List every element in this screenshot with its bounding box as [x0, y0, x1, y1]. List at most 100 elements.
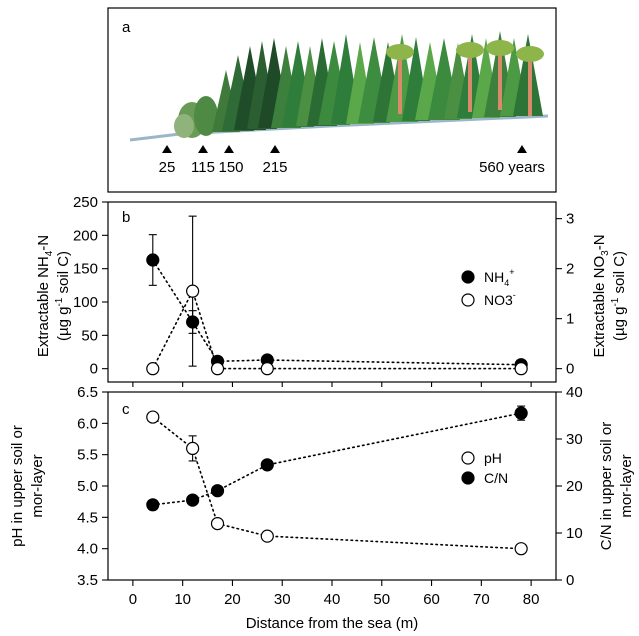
- panel-c-legend: pH C/N: [461, 450, 508, 486]
- age-arrow-icon: [198, 145, 208, 153]
- data-point-0-4: [514, 542, 528, 556]
- panel-c-left-label-line1: pH in upper soil or: [9, 425, 26, 547]
- right-tick-label: 40: [566, 384, 583, 401]
- age-label-115: 115: [191, 159, 215, 176]
- tree-crown: [386, 44, 414, 60]
- shrub-shape: [194, 96, 218, 136]
- legend-label-cn: C/N: [484, 470, 508, 486]
- panel-c-chart: c 3.5 4.0 4.5 5.0 5.5 6.0 6.5 0 10 20 30 40 0 10 20 3…: [9, 384, 635, 632]
- legend-marker-cn: [461, 471, 475, 485]
- panel-c-letter: c: [122, 401, 130, 418]
- panel-c-x-axis: 0 10 20 30 40 50 60 70 80: [129, 580, 540, 608]
- age-label-215: 215: [262, 159, 287, 176]
- legend-label-ph: pH: [484, 450, 502, 466]
- right-tick-label: 0: [566, 361, 574, 378]
- x-tick-label: 20: [224, 591, 241, 608]
- data-point-1-1: [186, 284, 200, 298]
- forest-illustration: [174, 31, 544, 138]
- panel-b-series-points: [146, 215, 528, 376]
- panel-c-right-label-line2: mor-layer: [618, 454, 635, 517]
- data-point-0-3: [260, 529, 274, 543]
- data-point-1-3: [260, 362, 274, 376]
- tree-trunk: [498, 48, 502, 110]
- legend-label-nh4: NH4+: [484, 267, 515, 288]
- panel-b-chart: b 0 50 100 150 200 250 0 1 2 3 Extractable NH4-N…: [35, 194, 628, 387]
- left-tick-label: 4.5: [77, 509, 98, 526]
- left-tick-label: 0: [90, 361, 98, 378]
- panel-c-left-label-line2: mor-layer: [29, 454, 46, 517]
- age-arrow-icon: [162, 145, 172, 153]
- panel-b-right-label-line1: Extractable NO3-N: [591, 234, 611, 357]
- data-point-1-2: [210, 484, 225, 498]
- panel-c-right-label-line1: C/N in upper soil or: [598, 422, 615, 550]
- x-tick-label: 10: [174, 591, 191, 608]
- data-point-1-4: [514, 362, 528, 376]
- tree-crown: [516, 46, 544, 62]
- left-tick-label: 100: [73, 294, 98, 311]
- tree-trunk: [528, 54, 532, 116]
- data-point-1-0: [146, 498, 160, 512]
- x-tick-label: 50: [373, 591, 390, 608]
- x-tick-label: 80: [523, 591, 540, 608]
- age-label-150: 150: [218, 159, 243, 176]
- left-tick-label: 250: [73, 194, 98, 211]
- right-tick-label: 1: [566, 311, 574, 328]
- x-axis-label: Distance from the sea (m): [246, 615, 419, 632]
- age-label-560: 560 years: [479, 159, 545, 176]
- panel-b-letter: b: [122, 209, 130, 226]
- age-arrow-icon: [517, 145, 527, 153]
- right-tick-label: 0: [566, 572, 574, 589]
- panel-c-left-axis: 3.5 4.0 4.5 5.0 5.5 6.0 6.5: [77, 384, 108, 589]
- panel-c-frame: [107, 391, 557, 581]
- right-tick-label: 30: [566, 431, 583, 448]
- x-tick-label: 70: [473, 591, 490, 608]
- left-tick-label: 6.5: [77, 384, 98, 401]
- panel-b-left-axis: 0 50 100 150 200 250: [73, 194, 532, 387]
- panel-c-right-axis: 0 10 20 30 40: [556, 384, 583, 589]
- panel-a: a 25 115 150 215 560 years: [107, 7, 557, 193]
- data-point-1-1: [186, 493, 200, 507]
- right-tick-label: 20: [566, 478, 583, 495]
- tree-crown: [456, 42, 484, 58]
- age-arrow-icon: [224, 145, 234, 153]
- left-tick-label: 3.5: [77, 572, 98, 589]
- panel-b-left-label-line1: Extractable NH4-N: [35, 235, 55, 357]
- left-tick-label: 150: [73, 261, 98, 278]
- left-tick-label: 200: [73, 227, 98, 244]
- left-tick-label: 4.0: [77, 541, 98, 558]
- data-point-1-4: [514, 406, 528, 420]
- left-tick-label: 5.5: [77, 447, 98, 464]
- data-point-0-0: [146, 410, 160, 424]
- legend-marker-no3: [461, 293, 475, 307]
- right-tick-label: 10: [566, 525, 583, 542]
- legend-marker-ph: [461, 451, 475, 465]
- x-tick-label: 0: [129, 591, 137, 608]
- shrub-shape: [174, 114, 194, 138]
- x-tick-label: 40: [324, 591, 341, 608]
- panel-b-left-label-line2: (µg g-1 soil C): [54, 251, 72, 341]
- age-label-25: 25: [159, 159, 176, 176]
- x-tick-label: 30: [274, 591, 291, 608]
- left-tick-label: 50: [81, 327, 98, 344]
- panel-c-series-points: [146, 405, 528, 556]
- tree-trunk: [468, 50, 472, 112]
- panel-a-letter: a: [122, 19, 131, 36]
- legend-marker-nh4: [461, 270, 475, 284]
- data-point-1-2: [210, 362, 225, 376]
- data-point-1-3: [260, 458, 274, 472]
- tree-crown: [486, 40, 514, 56]
- data-point-0-0: [146, 253, 160, 267]
- panel-a-frame: [107, 7, 557, 193]
- panel-b-right-label-line2: (µg g-1 soil C): [610, 251, 628, 341]
- data-point-1-0: [146, 362, 160, 376]
- x-tick-label: 60: [423, 591, 440, 608]
- age-arrow-icon: [270, 145, 280, 153]
- age-markers: 25 115 150 215 560 years: [159, 145, 545, 176]
- left-tick-label: 6.0: [77, 415, 98, 432]
- legend-label-no3: NO3-: [484, 290, 516, 308]
- right-tick-label: 3: [566, 211, 574, 228]
- right-tick-label: 2: [566, 261, 574, 278]
- data-point-0-2: [210, 516, 225, 531]
- left-tick-label: 5.0: [77, 478, 98, 495]
